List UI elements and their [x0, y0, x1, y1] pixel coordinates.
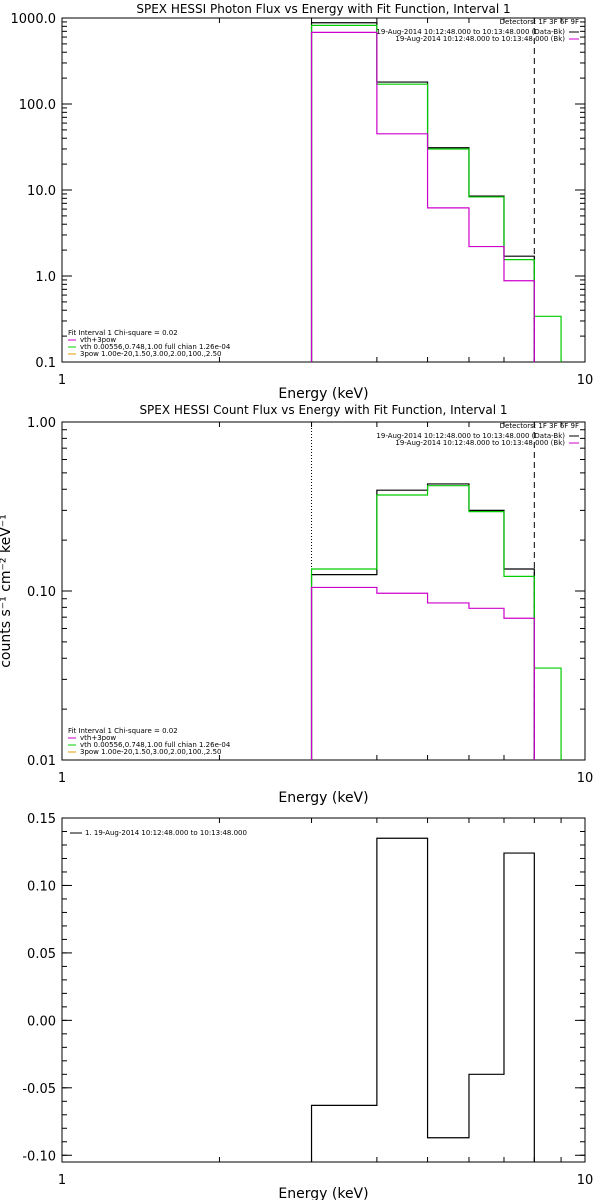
legend-entry: 19-Aug-2014 10:12:48.000 to 10:13:48.000…: [395, 439, 565, 447]
legend-header: Fit Interval 1 Chi-square = 0.02: [68, 727, 178, 735]
x-tick-label: 1: [58, 373, 66, 388]
legend-entry: 3pow 1.00e-20,1.50,3.00,2.00,100.,2.50: [80, 350, 222, 358]
y-tick-label: 0.10: [27, 585, 56, 600]
series-line: [310, 586, 535, 760]
legend-entry: 1. 19-Aug-2014 10:12:48.000 to 10:13:48.…: [85, 829, 247, 837]
x-axis-label: Energy (keV): [278, 386, 368, 402]
y-tick-label: -0.05: [22, 1082, 56, 1097]
chart-panel-residual: 1 10 -0.10 -0.05 0.00 0.05 0.10 0.15 Energy (keV…: [22, 812, 593, 1200]
series-line: [310, 837, 535, 1162]
x-tick-label: 10: [577, 373, 594, 388]
series-line: [310, 485, 562, 760]
x-tick-label: 1: [58, 771, 66, 786]
x-tick-label: 10: [577, 1173, 594, 1188]
x-axis-label: Energy (keV): [278, 1186, 368, 1200]
series-line: [310, 24, 562, 362]
legend-header: Detectors: 1F 3F 6F 9F: [500, 18, 579, 26]
y-tick-label: 1.00: [27, 416, 56, 431]
chart-panel-photon: SPEX HESSI Photon Flux vs Energy with Fi…: [11, 2, 594, 402]
data-layer: [310, 18, 562, 362]
legend-entry: 19-Aug-2014 10:12:48.000 to 10:13:48.000…: [376, 432, 565, 440]
plot-frame: [61, 817, 586, 1163]
legend-entry: vth+3pow: [80, 734, 116, 742]
series-line: [310, 483, 535, 760]
y-tick-label: 0.05: [27, 947, 56, 962]
x-tick-label: 1: [58, 1173, 66, 1188]
data-layer: [310, 422, 562, 760]
legend-header: Fit Interval 1 Chi-square = 0.02: [68, 329, 178, 337]
y-tick-label: 0.15: [27, 812, 56, 827]
chart-title: SPEX HESSI Photon Flux vs Energy with Fi…: [136, 2, 510, 16]
plot-frame: [61, 17, 586, 363]
legend-entry: 19-Aug-2014 10:12:48.000 to 10:13:48.000…: [395, 35, 565, 43]
chart-panel-count: SPEX HESSI Count Flux vs Energy with Fit…: [0, 403, 593, 806]
y-tick-label: 100.0: [19, 98, 56, 113]
y-tick-label: 10.0: [27, 184, 56, 199]
y-tick-label: 0.00: [27, 1014, 56, 1029]
legend-header: Detectors: 1F 3F 6F 9F: [500, 422, 579, 430]
legend-entry: 19-Aug-2014 10:12:48.000 to 10:13:48.000…: [376, 28, 565, 36]
y-tick-label: 1.0: [35, 270, 56, 285]
y-axis-label: counts s⁻¹ cm⁻² keV⁻¹: [0, 514, 14, 668]
plot-frame: [61, 421, 586, 761]
x-axis-label: Energy (keV): [278, 790, 368, 806]
x-tick-label: 10: [577, 771, 594, 786]
legend-entry: vth+3pow: [80, 336, 116, 344]
legend-entry: vth 0.00556,0.748,1.00 full chian 1.26e-…: [80, 343, 231, 351]
legend-entry: vth 0.00556,0.748,1.00 full chian 1.26e-…: [80, 741, 231, 749]
y-tick-label: 0.01: [27, 754, 56, 769]
y-tick-label: -0.10: [22, 1149, 56, 1164]
data-layer: [310, 837, 535, 1162]
y-tick-label: 1000.0: [11, 12, 57, 27]
legend-entry: 3pow 1.00e-20,1.50,3.00,2.00,100.,2.50: [80, 748, 222, 756]
series-line: [310, 22, 535, 362]
y-tick-label: 0.10: [27, 879, 56, 894]
chart-title: SPEX HESSI Count Flux vs Energy with Fit…: [139, 403, 507, 417]
series-line: [310, 31, 535, 362]
y-tick-label: 0.1: [35, 356, 56, 371]
